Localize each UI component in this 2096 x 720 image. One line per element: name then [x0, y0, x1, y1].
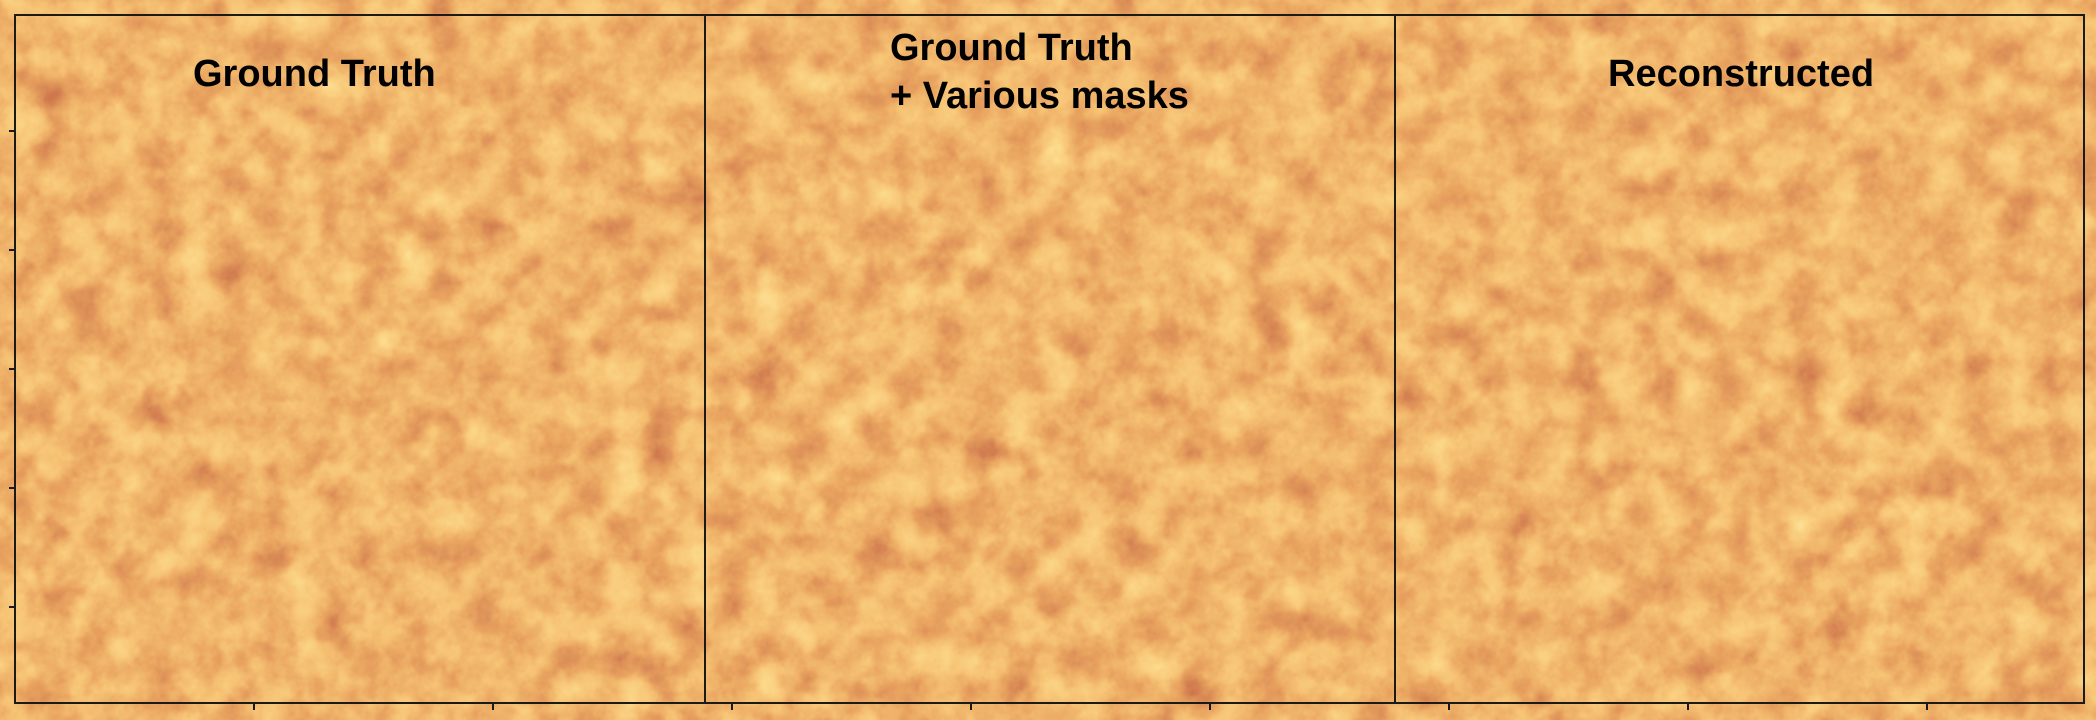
left-axis-ticks	[9, 130, 15, 608]
figure-frame	[14, 14, 2085, 704]
texture-image	[705, 15, 1394, 703]
texture-image	[15, 15, 704, 703]
bottom-axis-ticks	[253, 703, 1928, 710]
panel-reconstructed	[1395, 15, 2084, 703]
mask-thick-bar	[1113, 310, 1344, 319]
mask-ellipse	[1098, 132, 1132, 178]
mask-square	[974, 247, 1009, 291]
panel-ground-truth	[15, 15, 704, 703]
texture-image	[1395, 15, 2084, 703]
panel-masked	[705, 15, 1394, 703]
